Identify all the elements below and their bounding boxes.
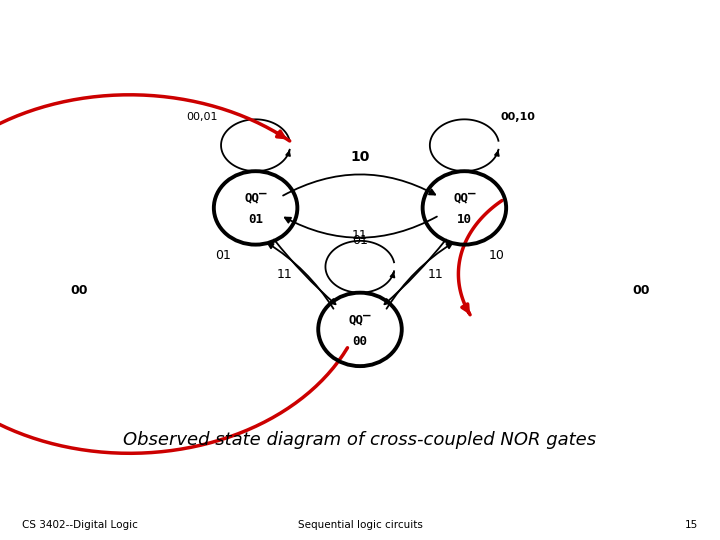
Text: 11: 11 (276, 267, 292, 281)
Text: 10: 10 (351, 150, 369, 164)
Text: QQ̅: QQ̅ (348, 313, 372, 326)
Text: 01: 01 (352, 234, 368, 247)
Text: 15: 15 (685, 520, 698, 530)
Text: 01: 01 (248, 213, 263, 226)
Text: 11: 11 (428, 267, 444, 281)
Text: CS 3402--Digital Logic: CS 3402--Digital Logic (22, 520, 138, 530)
Text: QQ̅: QQ̅ (244, 192, 267, 205)
Text: 00,10: 00,10 (501, 112, 536, 122)
Text: 00: 00 (71, 284, 88, 297)
Text: 00: 00 (632, 284, 649, 297)
Text: 11: 11 (352, 229, 368, 242)
Text: 10: 10 (457, 213, 472, 226)
Text: 00,01: 00,01 (186, 112, 217, 122)
Text: 00: 00 (353, 335, 367, 348)
Text: 01: 01 (215, 248, 231, 262)
Text: Observed state diagram of cross-coupled NOR gates: Observed state diagram of cross-coupled … (123, 431, 597, 449)
Text: QQ̅: QQ̅ (453, 192, 476, 205)
Text: 10: 10 (489, 248, 505, 262)
Text: Sequential logic circuits: Sequential logic circuits (297, 520, 423, 530)
